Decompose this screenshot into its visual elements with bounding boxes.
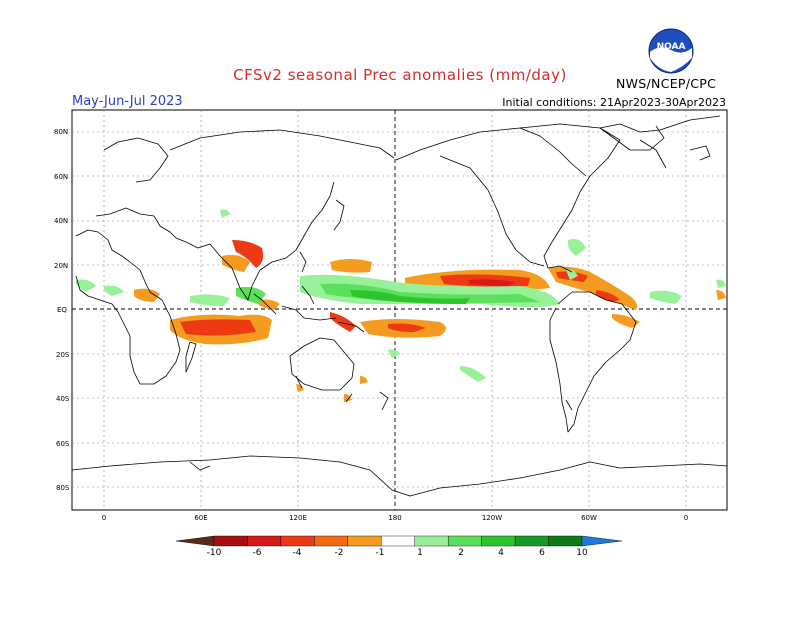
- longitude-labels: 0 60E 120E 180 120W 60W 0: [102, 514, 688, 522]
- lon-label: 60E: [194, 514, 207, 522]
- lat-label: 20N: [54, 262, 68, 270]
- graticule: [72, 110, 727, 510]
- lon-label: 180: [388, 514, 401, 522]
- colorbar-label: -2: [335, 548, 344, 558]
- noaa-logo: NOAA: [648, 28, 694, 74]
- lat-label: 40S: [56, 395, 70, 403]
- lon-label: 60W: [581, 514, 597, 522]
- wet-anomalies: [76, 209, 726, 382]
- chart-title: CFSv2 seasonal Prec anomalies (mm/day): [233, 66, 567, 84]
- colorbar-label: -4: [293, 548, 302, 558]
- lon-label: 120W: [482, 514, 502, 522]
- colorbar-segment: [481, 535, 516, 547]
- lat-label: 20S: [56, 351, 70, 359]
- colorbar-segment: [247, 535, 282, 547]
- initial-conditions-label: Initial conditions: 21Apr2023-30Apr2023: [502, 96, 726, 109]
- colorbar-label: 2: [458, 548, 464, 558]
- latitude-labels: 80N 60N 40N 20N EQ 20S 40S 60S 80S: [54, 128, 70, 492]
- svg-text:NOAA: NOAA: [657, 42, 686, 52]
- colorbar-segment: [381, 535, 415, 547]
- lon-label: 120E: [289, 514, 307, 522]
- lon-label: 0: [102, 514, 106, 522]
- dry-anomalies: [134, 240, 726, 402]
- colorbar-segment: [280, 535, 315, 547]
- colorbar-label: -6: [253, 548, 262, 558]
- colorbar-arrow-high: [581, 535, 623, 547]
- lat-label: 80S: [56, 484, 70, 492]
- colorbar-labels: -10 -6 -4 -2 -1 1 2 4 6 10: [207, 548, 588, 558]
- colorbar-segment: [213, 535, 248, 547]
- season-label: May-Jun-Jul 2023: [72, 94, 183, 109]
- colorbar-segment: [548, 535, 583, 547]
- colorbar-label: 4: [498, 548, 504, 558]
- lat-label: 60N: [54, 173, 68, 181]
- colorbar-segment: [447, 535, 482, 547]
- agency-label: NWS/NCEP/CPC: [616, 76, 717, 91]
- lat-label: 80N: [54, 128, 68, 136]
- colorbar-segment: [514, 535, 549, 547]
- colorbar: [175, 535, 623, 547]
- colorbar-label: 1: [417, 548, 423, 558]
- lat-label: 60S: [56, 440, 70, 448]
- lat-label: 40N: [54, 217, 68, 225]
- map-frame: [71, 109, 728, 511]
- lon-label: 0: [684, 514, 688, 522]
- colorbar-segment: [414, 535, 449, 547]
- colorbar-label: -1: [376, 548, 385, 558]
- colorbar-arrow-low: [175, 535, 215, 547]
- colorbar-label: 6: [539, 548, 545, 558]
- colorbar-label: -10: [207, 548, 222, 558]
- colorbar-segment: [314, 535, 349, 547]
- colorbar-segment: [347, 535, 382, 547]
- colorbar-label: 10: [576, 548, 588, 558]
- lat-label: EQ: [57, 306, 67, 314]
- coastlines: [71, 115, 728, 497]
